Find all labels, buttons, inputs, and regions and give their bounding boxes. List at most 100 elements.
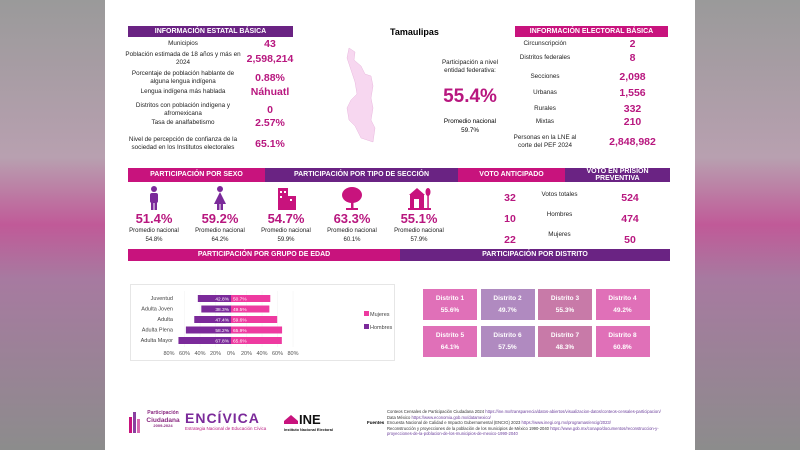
electoral-value: 8 [629,51,636,64]
source-text: Conteos Censales de Participación Ciudad… [387,409,485,414]
prision-header: VOTO EN PRISIÓN PREVENTIVA [565,168,670,182]
category-label: Adulta Plena [142,328,174,334]
prision-value: 524 [621,192,639,204]
estatal-label: Nivel de percepción de confianza de la s… [128,136,238,151]
x-tick-label: 80% [287,351,298,357]
anticipado-value: 10 [504,213,516,225]
estatal-value: Náhuatl [250,86,290,98]
electoral-value: 332 [623,103,642,115]
estatal-value: 0.88% [255,72,285,84]
state-title: Tamaulipas [390,27,439,37]
source-link[interactable]: https://www.inegi.org.mx/programas/encig… [521,420,611,426]
mujeres-bar [231,337,282,344]
district-card: Distrito 8 60.8% [595,326,650,357]
legend-label: Mujeres [370,312,390,318]
background-left [0,0,105,450]
ine-subtitle: Instituto Nacional Electoral [284,428,333,432]
card-promedio-label: Promedio nacional [129,228,179,234]
card-promedio-value: 64.2% [211,237,229,243]
electoral-label: Personas en la LNE al corte del PEF 2024 [513,134,577,149]
estatal-label: Porcentaje de población hablante de algu… [131,70,235,85]
district-name: Distrito 1 [435,295,465,303]
participacion-label: Participación a nivel entidad federativa… [441,59,498,74]
mujeres-bar [231,295,271,302]
anticipado-value: 32 [504,192,516,204]
man-icon [142,186,166,210]
electoral-label: Distritos federales [519,53,571,61]
ine-logo-icon [284,415,298,424]
district-card: Distrito 5 64.1% [423,326,477,357]
sexo-header: PARTICIPACIÓN POR SEXO [128,168,265,182]
district-value: 64.1% [440,343,460,351]
source-text: Reconstrucción y proyecciones de la pobl… [387,425,550,431]
district-card: Distrito 1 55.6% [423,289,477,320]
conteos-logo-icon [129,412,140,433]
district-value: 55.6% [440,306,460,314]
anticipado-header: VOTO ANTICIPADO [458,168,565,182]
card-promedio-value: 59.9% [277,237,295,243]
district-value: 55.3% [555,306,575,314]
x-tick-label: 60% [179,351,190,357]
card-promedio-value: 60.1% [343,237,361,243]
district-value: 60.8% [613,343,632,351]
source-line: Reconstrucción y proyecciones de la pobl… [387,426,659,432]
estatal-header: INFORMACIÓN ESTATAL BÁSICA [128,26,293,37]
prision-value: 50 [624,234,636,246]
electoral-label: Secciones [530,73,560,81]
source-link[interactable]: proyecciones-de-la-poblacion-de-los-muni… [387,431,518,437]
encivica-logo: ENCÍVICA Estrategia Nacional de Educació… [185,410,285,434]
district-name: Distrito 3 [550,295,580,303]
source-link[interactable]: https://www.economia.gob.mx/datamexico/ [411,414,491,420]
source-link[interactable]: https://ine.mx/transparencia/datos-abier… [485,409,661,414]
estatal-label: Distritos con población indígena y afrom… [135,102,231,117]
promedio-value: 59.7% [461,126,479,134]
electoral-value: 2 [629,37,636,50]
legend-label: Hombres [370,325,393,331]
district-name: Distrito 4 [608,295,637,303]
electoral-value: 2,848,982 [609,136,656,148]
card-value: 59.2% [201,211,239,226]
card-value: 51.4% [135,211,173,226]
estatal-value: 2,598,214 [246,53,294,65]
estatal-value: 43 [264,38,276,50]
x-tick-label: 20% [210,351,221,357]
promedio-label: Promedio nacional [443,118,497,125]
prision-label: Votos totales [541,191,578,199]
encivica-subtitle: Estrategia Nacional de Educación Cívica [185,426,267,431]
district-name: Distrito 5 [435,332,465,340]
district-card: Distrito 2 49.7% [480,289,535,320]
district-value: 57.5% [498,343,517,351]
age-chart-svg: 80% 60% 40% 20% 0% 20% 40% 60% 80% Juventud 42.8% 5… [141,291,393,357]
legend-swatch [364,324,369,329]
source-text: Encuesta Nacional de Calidad e Impacto G… [387,420,521,426]
hombres-label: 58.2% [215,328,229,334]
card-value: 54.7% [267,211,305,226]
electoral-label: Urbanas [533,89,557,97]
state-map-icon [346,47,376,143]
electoral-label: Rurales [534,105,556,113]
x-tick-label: 60% [272,351,283,357]
card-value: 55.1% [400,211,438,226]
electoral-label: Mixtas [535,118,555,126]
legend-swatch [364,311,369,316]
district-card: Distrito 3 55.3% [538,289,592,320]
x-tick-label: 80% [163,351,174,357]
estatal-label: Municipios [168,40,198,48]
estatal-label: Población estimada de 18 años y más en 2… [125,51,241,66]
source-link[interactable]: https://www.gob.mx/conapo/documentos/rec… [550,425,659,431]
house-tree-icon [407,186,431,210]
anticipado-value: 22 [504,234,516,246]
hombres-bar [178,337,231,344]
seccion-header: PARTICIPACIÓN POR TIPO DE SECCIÓN [265,168,458,182]
conteos-logo: Participación Ciudadana 2009-2024 [127,408,180,434]
mujeres-label: 50.7% [233,296,247,302]
prision-label: Mujeres [548,231,571,239]
mujeres-bar [231,305,270,313]
mujeres-label: 49.5% [233,307,247,313]
x-tick-label: 40% [194,351,205,357]
estatal-label: Lengua indígena más hablada [140,88,226,96]
hombres-bar [194,316,231,323]
card-promedio-value: 57.9% [410,237,428,243]
hombres-label: 67.8% [215,338,229,344]
estatal-value: 0 [267,104,273,116]
